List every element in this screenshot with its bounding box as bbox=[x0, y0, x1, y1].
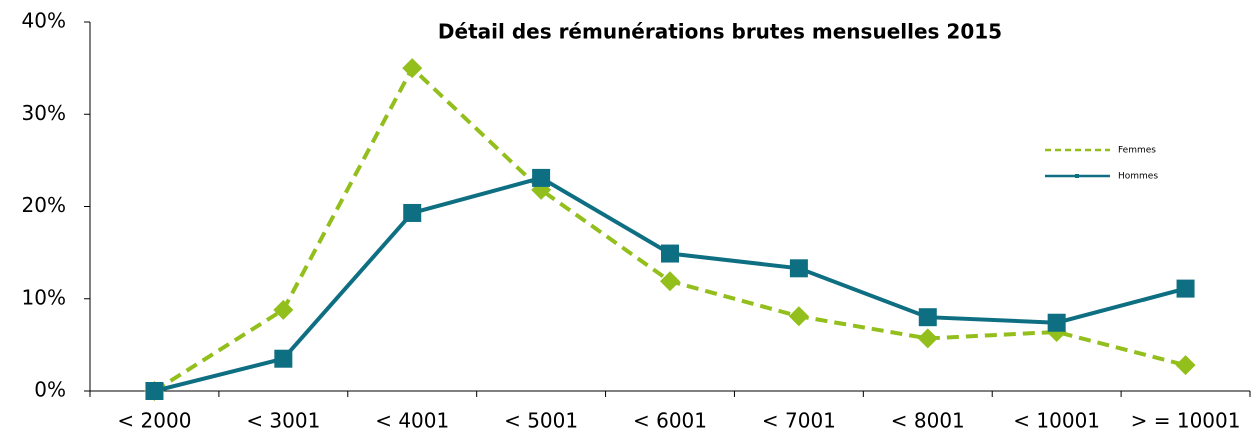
series-line bbox=[153, 64, 1187, 393]
x-tick-label: < 2000 bbox=[117, 409, 191, 433]
marker bbox=[274, 349, 293, 368]
y-tick-label: 10% bbox=[22, 285, 66, 309]
x-tick-label: < 10001 bbox=[1013, 409, 1100, 433]
legend-label: Hommes bbox=[1118, 172, 1158, 182]
x-tick-label: < 6001 bbox=[633, 409, 707, 433]
marker bbox=[918, 308, 937, 327]
marker bbox=[789, 259, 808, 278]
marker bbox=[1175, 355, 1196, 376]
x-tick-label: < 5001 bbox=[504, 409, 578, 433]
chart-title: Détail des rémunérations brutes mensuell… bbox=[438, 20, 1002, 44]
marker bbox=[1176, 279, 1195, 298]
marker bbox=[660, 271, 680, 292]
marker bbox=[145, 382, 164, 400]
x-tick-label: > = 10001 bbox=[1131, 409, 1241, 433]
y-tick-label: 0% bbox=[34, 378, 66, 402]
x-tick-label: < 3001 bbox=[246, 409, 320, 433]
y-tick-label: 30% bbox=[22, 101, 66, 125]
legend-label: Femmes bbox=[1118, 146, 1156, 156]
marker bbox=[917, 328, 938, 349]
marker bbox=[788, 306, 809, 327]
x-tick-label: < 7001 bbox=[762, 409, 836, 433]
y-tick-label: 40% bbox=[22, 9, 66, 33]
marker bbox=[273, 299, 294, 320]
marker bbox=[532, 168, 551, 187]
marker bbox=[403, 203, 422, 222]
x-tick-label: < 8001 bbox=[891, 409, 965, 433]
y-tick-label: 20% bbox=[22, 193, 66, 217]
marker bbox=[402, 58, 423, 79]
marker bbox=[1047, 313, 1066, 332]
x-tick-label: < 4001 bbox=[375, 409, 449, 433]
marker bbox=[661, 244, 679, 263]
legend-marker bbox=[1075, 174, 1079, 178]
